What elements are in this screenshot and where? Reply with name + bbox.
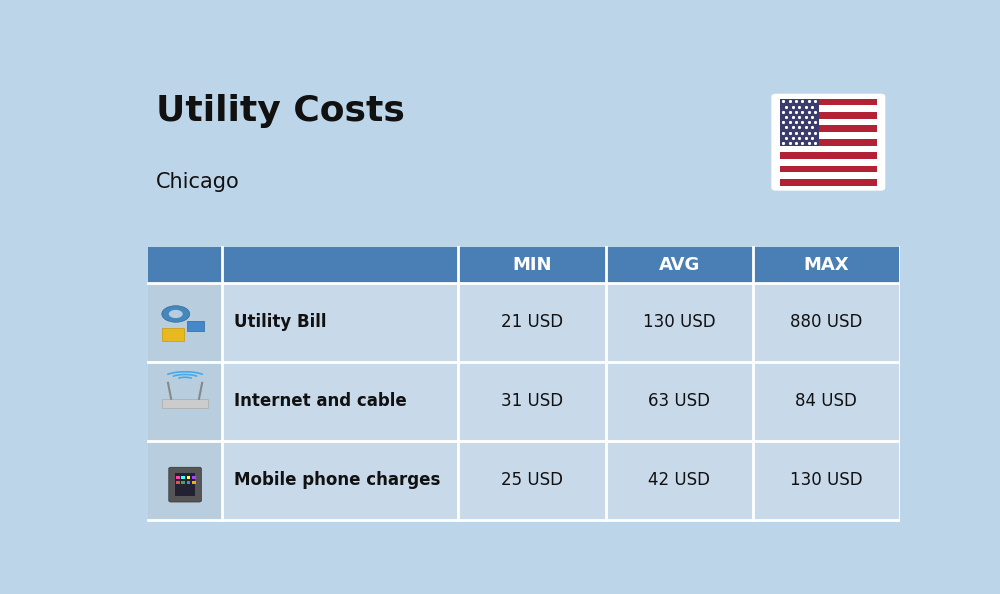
Bar — [181, 476, 185, 479]
Text: MIN: MIN — [512, 256, 552, 274]
FancyBboxPatch shape — [169, 467, 201, 502]
Text: 63 USD: 63 USD — [648, 392, 710, 410]
Text: 84 USD: 84 USD — [795, 392, 857, 410]
Circle shape — [169, 310, 183, 318]
Bar — [780, 119, 877, 125]
Bar — [181, 481, 185, 484]
Bar — [780, 105, 877, 112]
Bar — [187, 321, 204, 331]
Text: MAX: MAX — [804, 256, 849, 274]
Bar — [780, 179, 877, 185]
Text: Internet and cable: Internet and cable — [234, 392, 406, 410]
Bar — [780, 112, 877, 119]
Text: 130 USD: 130 USD — [790, 471, 863, 489]
FancyBboxPatch shape — [771, 94, 885, 191]
Bar — [175, 473, 195, 496]
Bar — [148, 362, 222, 441]
Bar — [222, 362, 900, 441]
Bar — [780, 146, 877, 152]
Text: Chicago: Chicago — [156, 172, 240, 192]
Text: Mobile phone charges: Mobile phone charges — [234, 471, 440, 489]
Bar — [780, 99, 819, 146]
Bar — [187, 476, 190, 479]
Text: Utility Bill: Utility Bill — [234, 313, 326, 331]
Bar — [192, 481, 196, 484]
Text: 880 USD: 880 USD — [790, 313, 863, 331]
Bar — [780, 99, 877, 105]
Bar — [148, 441, 222, 520]
Bar — [780, 172, 877, 179]
Text: Utility Costs: Utility Costs — [156, 94, 405, 128]
Bar — [192, 476, 196, 479]
Text: 31 USD: 31 USD — [501, 392, 563, 410]
Text: 130 USD: 130 USD — [643, 313, 715, 331]
Text: 42 USD: 42 USD — [648, 471, 710, 489]
Circle shape — [162, 306, 190, 322]
Bar — [162, 399, 208, 408]
Bar — [148, 283, 222, 362]
Bar — [780, 132, 877, 139]
Bar — [222, 283, 900, 362]
Text: AVG: AVG — [658, 256, 700, 274]
Bar — [780, 159, 877, 166]
Bar — [780, 152, 877, 159]
Bar — [176, 476, 180, 479]
Bar — [780, 125, 877, 132]
Bar — [780, 139, 877, 146]
Bar — [162, 328, 184, 342]
Bar — [187, 481, 190, 484]
Bar — [176, 481, 180, 484]
Bar — [780, 166, 877, 172]
Text: 21 USD: 21 USD — [501, 313, 563, 331]
Bar — [148, 247, 900, 283]
Text: 25 USD: 25 USD — [501, 471, 563, 489]
Bar — [222, 441, 900, 520]
